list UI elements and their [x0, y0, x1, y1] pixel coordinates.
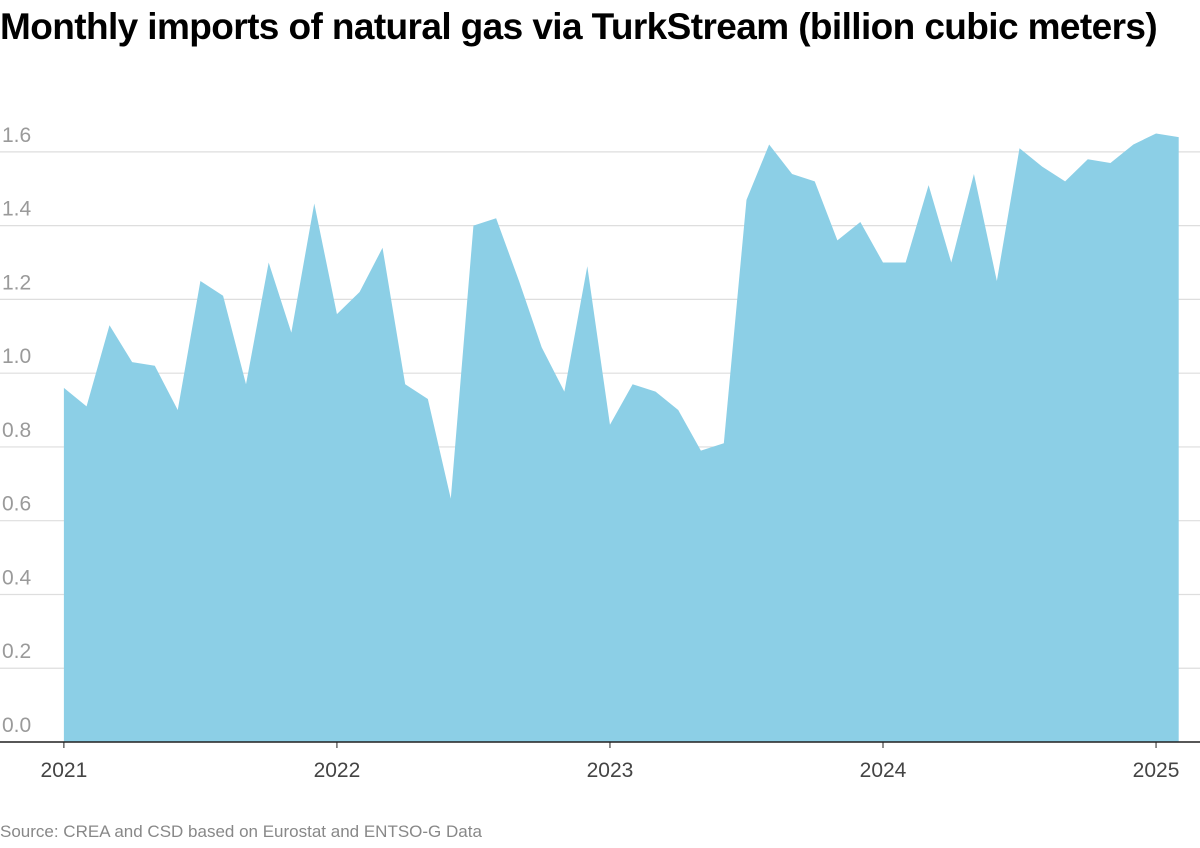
y-tick-label: 1.4	[2, 198, 32, 221]
y-tick-label: 0.6	[2, 493, 31, 516]
chart-title: Monthly imports of natural gas via TurkS…	[0, 6, 1158, 47]
x-tick-label: 2022	[314, 759, 361, 782]
x-tick-label: 2021	[41, 759, 88, 782]
x-tick-label: 2024	[860, 759, 907, 782]
x-tick-label: 2023	[587, 759, 634, 782]
source-note: Source: CREA and CSD based on Eurostat a…	[0, 822, 482, 841]
y-tick-label: 0.8	[2, 419, 31, 442]
y-tick-label: 0.2	[2, 640, 31, 663]
x-tick-label: 2025	[1133, 759, 1180, 782]
y-tick-label: 1.2	[2, 271, 31, 294]
y-tick-label: 0.4	[2, 566, 32, 589]
y-tick-label: 0.0	[2, 714, 31, 737]
y-tick-label: 1.0	[2, 345, 31, 368]
area	[63, 133, 1179, 743]
y-tick-label: 1.6	[2, 124, 31, 147]
